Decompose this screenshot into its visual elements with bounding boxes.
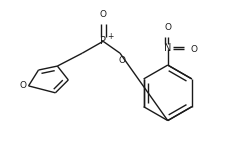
Text: O: O [100,10,107,19]
Text: N: N [164,43,171,53]
Text: O: O [19,81,26,90]
Text: P: P [100,36,106,46]
Text: +: + [107,32,113,41]
Text: O: O [164,23,171,32]
Text: O: O [190,45,197,54]
Text: O: O [119,56,125,65]
